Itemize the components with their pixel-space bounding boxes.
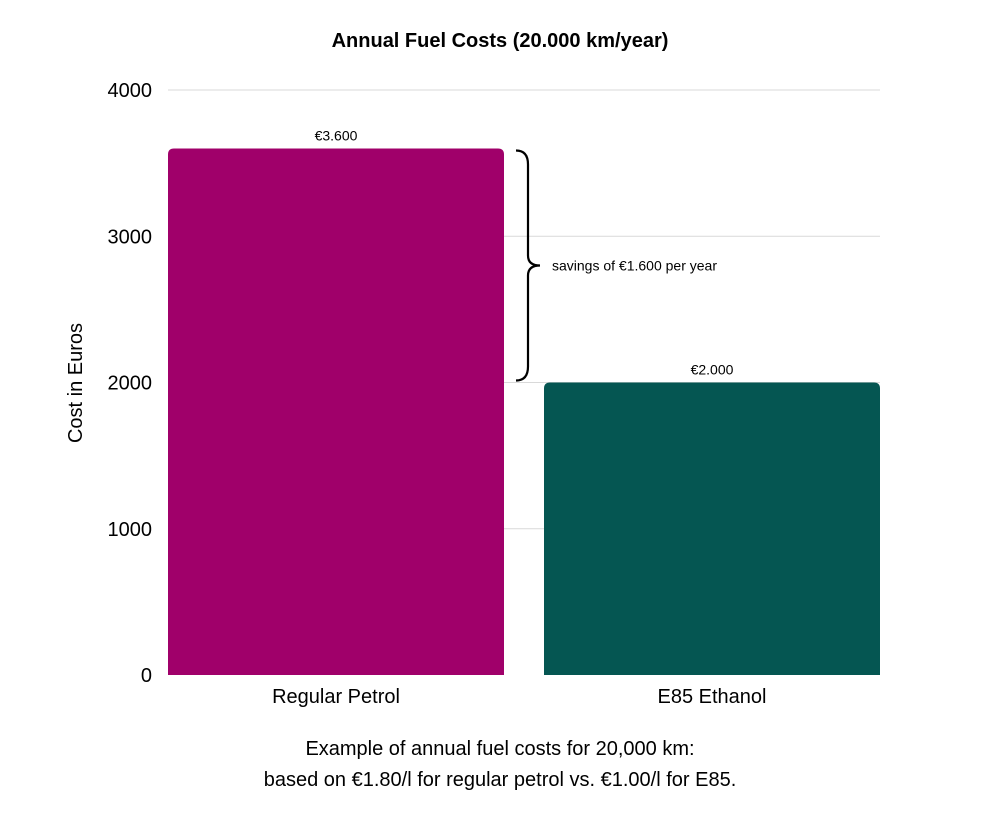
savings-annotation: savings of €1.600 per year [515,149,717,382]
caption-line-2: based on €1.80/l for regular petrol vs. … [263,769,737,791]
data-label: €3.600 [315,128,358,144]
x-tick-label: E85 Ethanol [658,686,767,708]
x-tick-label: Regular Petrol [272,686,400,708]
y-tick-label: 4000 [108,80,153,102]
bar-0 [168,148,504,675]
chart-title: Annual Fuel Costs (20.000 km/year) [331,30,669,52]
y-tick-label: 3000 [108,226,153,248]
data-label: €2.000 [691,362,734,378]
bar-1 [544,382,880,675]
axis-ticks: 0 1000 2000 3000 4000 [108,80,153,687]
caption-line-1: Example of annual fuel costs for 20,000 … [305,738,695,760]
y-axis-title: Cost in Euros [65,323,87,443]
savings-label: savings of €1.600 per year [552,258,717,274]
curly-brace [515,149,541,382]
y-tick-label: 1000 [108,519,153,541]
data-labels: €3.600 Regular Petrol €2.000 E85 Ethanol [272,128,766,709]
bars [168,148,880,675]
y-tick-label: 0 [141,665,152,687]
y-tick-label: 2000 [108,373,153,395]
